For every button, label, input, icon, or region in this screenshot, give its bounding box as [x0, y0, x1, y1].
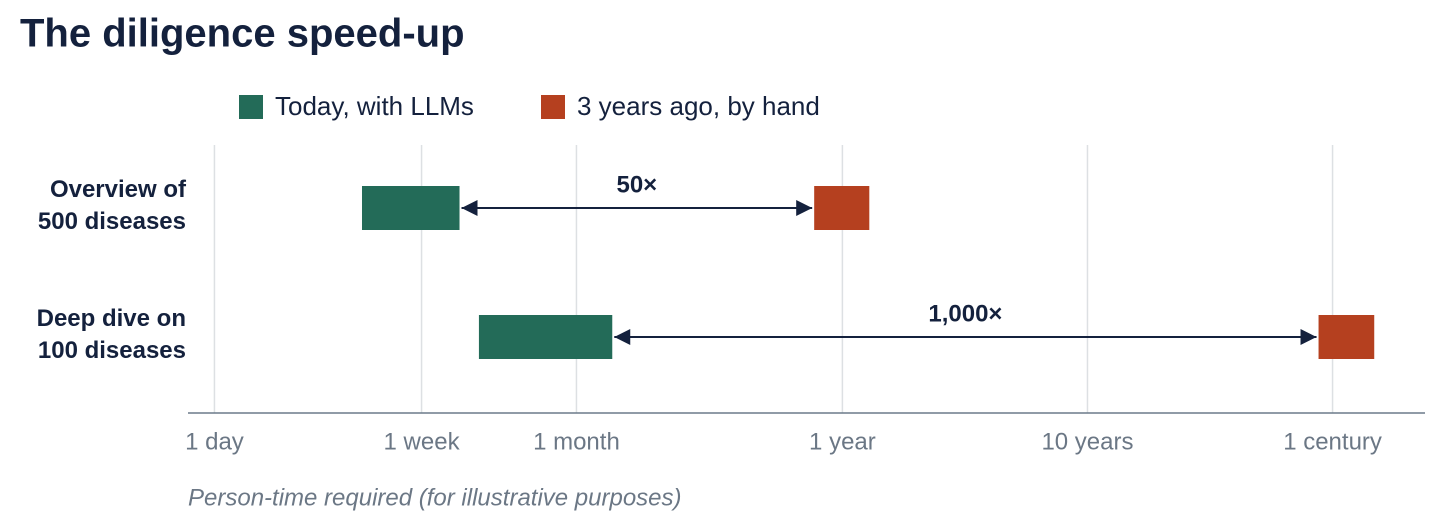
- legend-label: Today, with LLMs: [275, 91, 474, 121]
- x-tick-label: 1 week: [384, 428, 461, 455]
- ratio-label: 50×: [616, 171, 657, 198]
- x-tick-label: 1 month: [533, 428, 620, 455]
- legend-swatch: [239, 95, 263, 119]
- x-tick-label: 10 years: [1041, 428, 1133, 455]
- bar: [1318, 315, 1375, 359]
- category-label: Overview of 500 diseases: [37, 176, 186, 235]
- x-tick-label: 1 century: [1283, 428, 1382, 455]
- ratio-label: 1,000×: [928, 300, 1002, 327]
- legend-label: 3 years ago, by hand: [577, 91, 820, 121]
- bar: [814, 186, 870, 230]
- x-axis-label: Person-time required (for illustrative p…: [188, 484, 682, 511]
- x-tick-label: 1 year: [809, 428, 876, 455]
- chart-title: The diligence speed-up: [20, 12, 465, 56]
- legend-swatch: [541, 95, 565, 119]
- bar: [361, 186, 460, 230]
- bar: [478, 315, 613, 359]
- x-tick-label: 1 day: [185, 428, 244, 455]
- category-label: Deep dive on 100 diseases: [36, 305, 186, 364]
